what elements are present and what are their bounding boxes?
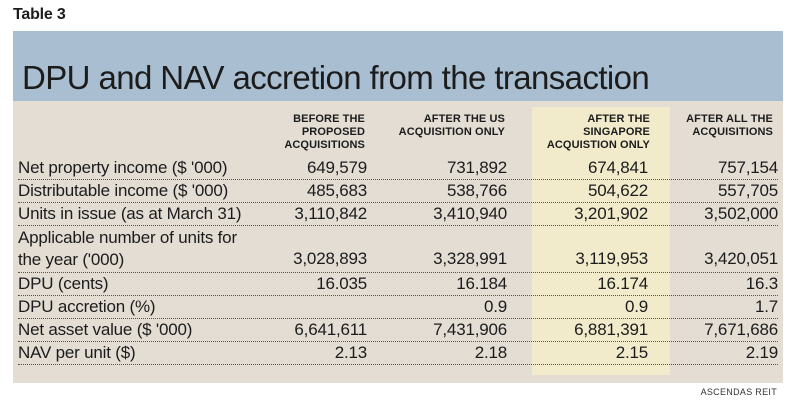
- cell-value: 649,579: [306, 158, 367, 177]
- cell-value: 0.9: [483, 297, 507, 316]
- row-divider: [18, 202, 778, 203]
- cell-value: 2.19: [745, 343, 778, 362]
- cell-value: 7,671,686: [704, 320, 778, 339]
- row-label: NAV per unit ($): [18, 343, 136, 362]
- cell-value: 16.035: [316, 274, 367, 293]
- cell-value: 16.184: [456, 274, 507, 293]
- cell-value: 3,119,953: [575, 249, 648, 268]
- cell-value: 3,201,902: [574, 204, 648, 223]
- table-row: NAV per unit ($) 2.13 2.18 2.15 2.19: [18, 343, 778, 363]
- row-divider: [18, 295, 778, 296]
- cell-value: 6,881,391: [574, 320, 648, 339]
- cell-value: 2.13: [334, 343, 367, 362]
- row-label: DPU (cents): [18, 274, 109, 293]
- table-panel: DPU and NAV accretion from the transacti…: [13, 31, 783, 383]
- cell-value: 3,028,893: [293, 249, 367, 268]
- table-row: Units in issue (as at March 31) 3,110,84…: [18, 204, 778, 224]
- row-divider: [18, 364, 778, 365]
- cell-value: 538,766: [446, 181, 507, 200]
- cell-value: 674,841: [587, 158, 648, 177]
- cell-value: 3,420,051: [704, 249, 778, 268]
- source-credit: ASCENDAS REIT: [700, 387, 777, 397]
- table-row: Net asset value ($ '000) 6,641,611 7,431…: [18, 320, 778, 340]
- cell-value: 1.7: [754, 297, 778, 316]
- cell-value: 731,892: [446, 158, 507, 177]
- cell-value: 3,328,991: [433, 249, 507, 268]
- row-label: Applicable number of units for the year …: [18, 228, 237, 269]
- row-divider: [18, 341, 778, 342]
- cell-value: 504,622: [587, 181, 648, 200]
- column-header: AFTER THE US ACQUISITION ONLY: [398, 113, 505, 138]
- row-divider: [18, 318, 778, 319]
- table-row: Distributable income ($ '000) 485,683 53…: [18, 181, 778, 201]
- table-row: DPU (cents) 16.035 16.184 16.174 16.3: [18, 274, 778, 294]
- table-row: Applicable number of units for the year …: [18, 227, 778, 271]
- row-label: Net property income ($ '000): [18, 158, 228, 177]
- cell-value: 0.9: [624, 297, 648, 316]
- cell-value: 557,705: [717, 181, 778, 200]
- column-header: AFTER ALL THE ACQUISITIONS: [686, 113, 773, 138]
- cell-value: 3,502,000: [704, 204, 778, 223]
- column-header: BEFORE THE PROPOSED ACQUISITIONS: [284, 113, 365, 151]
- row-label: DPU accretion (%): [18, 297, 156, 316]
- row-label: Distributable income ($ '000): [18, 181, 229, 200]
- cell-value: 6,641,611: [294, 320, 367, 339]
- row-label: Net asset value ($ '000): [18, 320, 193, 339]
- table-title: DPU and NAV accretion from the transacti…: [22, 59, 650, 96]
- cell-value: 2.15: [615, 343, 648, 362]
- row-divider: [18, 272, 778, 273]
- row-divider: [18, 179, 778, 180]
- highlight-column: [532, 107, 670, 375]
- cell-value: 3,410,940: [433, 204, 507, 223]
- cell-value: 16.174: [597, 274, 648, 293]
- cell-value: 16.3: [745, 274, 778, 293]
- title-band: DPU and NAV accretion from the transacti…: [13, 31, 783, 101]
- table-row: Net property income ($ '000) 649,579 731…: [18, 158, 778, 178]
- cell-value: 2.18: [474, 343, 507, 362]
- column-header: AFTER THE SINGAPORE ACQUISTION ONLY: [546, 113, 650, 151]
- cell-value: 3,110,842: [294, 204, 367, 223]
- row-label: Units in issue (as at March 31): [18, 204, 242, 223]
- table-row: DPU accretion (%) 0.9 0.9 1.7: [18, 297, 778, 317]
- cell-value: 7,431,906: [433, 320, 507, 339]
- row-divider: [18, 225, 778, 226]
- table-label: Table 3: [13, 6, 66, 23]
- cell-value: 485,683: [306, 181, 367, 200]
- cell-value: 757,154: [717, 158, 778, 177]
